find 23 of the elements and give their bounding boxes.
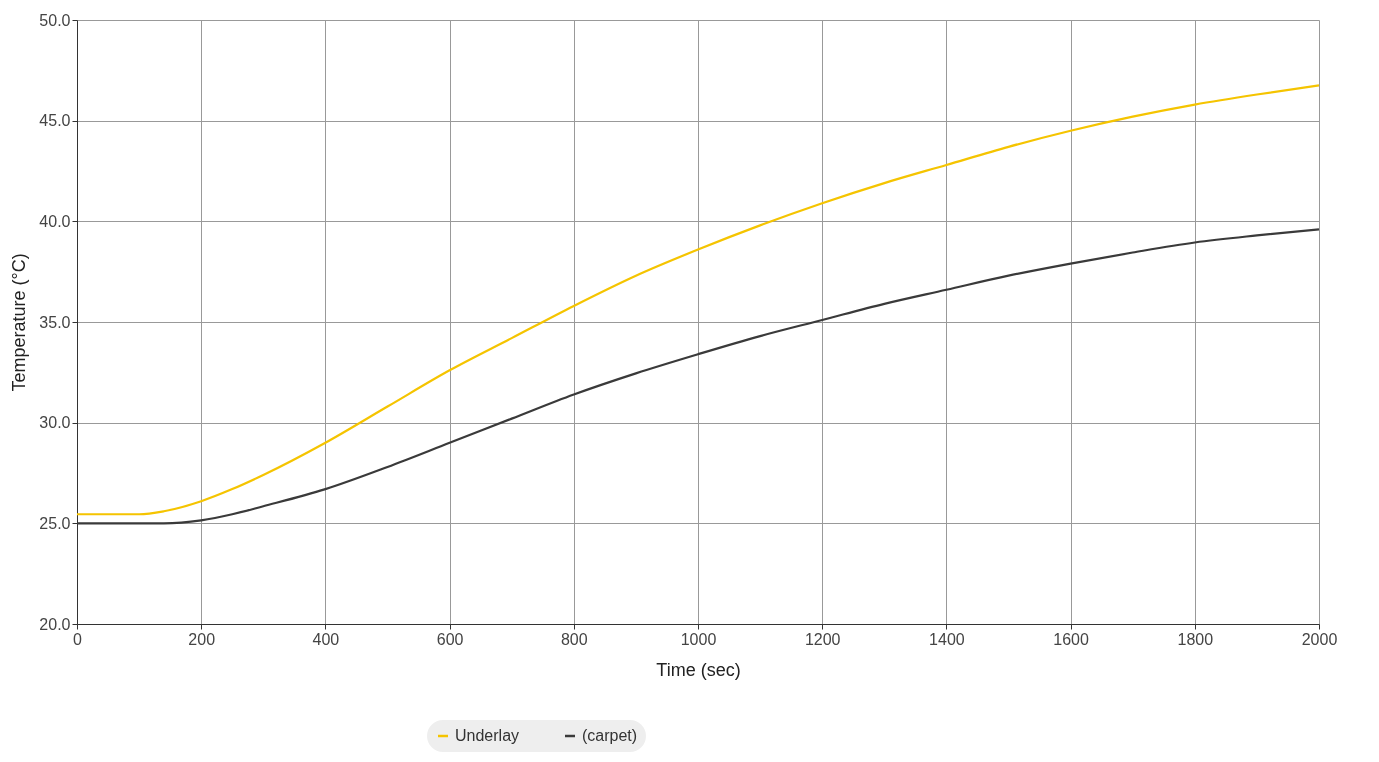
x-tick-label: 400	[312, 630, 340, 648]
x-tick-label: 600	[436, 630, 464, 648]
y-tick-label: 30.0	[39, 414, 71, 432]
y-tick-label: 40.0	[39, 212, 71, 230]
x-tick-label: 1200	[804, 630, 841, 648]
x-tick-label: 1600	[1053, 630, 1089, 648]
y-tick-label: 25.0	[39, 514, 71, 532]
x-tick-label: 1400	[929, 630, 965, 648]
x-tick-label: 1000	[680, 630, 717, 648]
legend-label: Underlay	[455, 727, 520, 744]
x-tick-label: 0	[73, 630, 83, 648]
y-tick-label: 50.0	[39, 11, 71, 29]
y-axis-title: Temperature (°C)	[9, 253, 30, 392]
x-tick-label: 800	[560, 630, 588, 648]
legend-label: (carpet)	[582, 727, 638, 744]
y-tick-label: 35.0	[39, 313, 71, 331]
y-tick-label: 45.0	[39, 112, 71, 130]
x-tick-label: 200	[188, 630, 216, 648]
y-tick-label: 20.0	[39, 615, 71, 633]
x-axis-title: Time (sec)	[656, 659, 741, 680]
x-tick-label: 2000	[1301, 630, 1338, 648]
line-series	[75, 84, 1321, 516]
x-tick-label: 1800	[1177, 630, 1214, 648]
